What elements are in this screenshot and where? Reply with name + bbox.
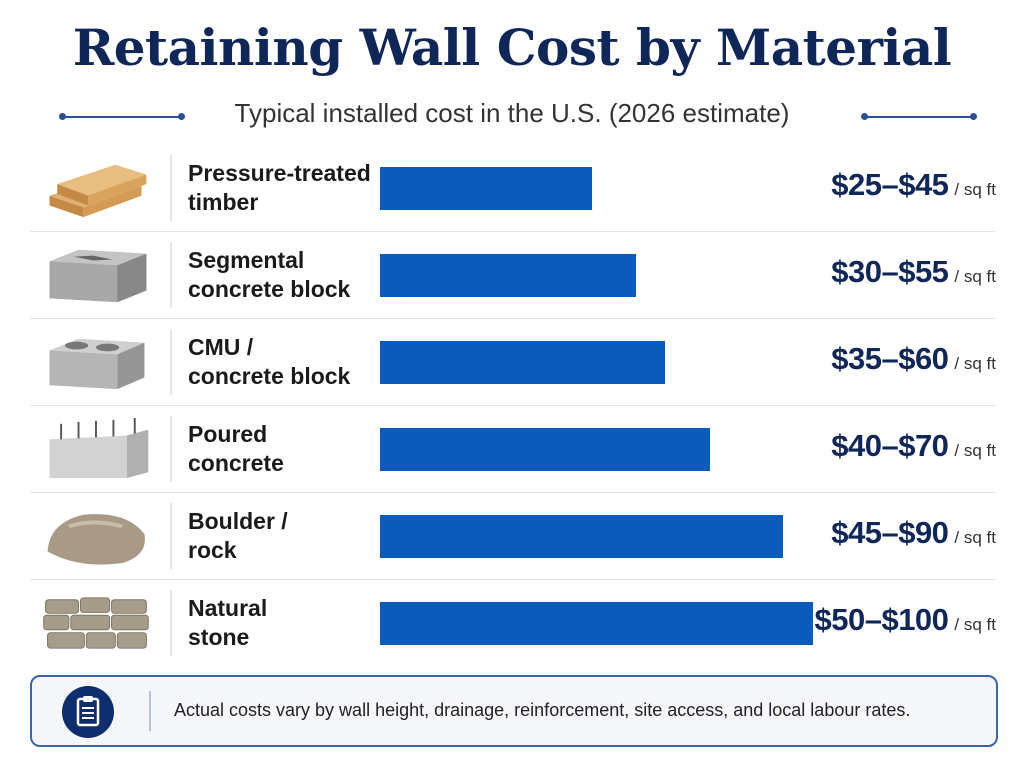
- category-label-line: Poured: [188, 421, 268, 447]
- cost-range: $30–$55: [831, 254, 949, 289]
- category-label-line: Natural: [188, 595, 268, 621]
- category-label: Natural stone: [188, 594, 388, 652]
- unit-label: / sq ft: [954, 180, 996, 199]
- category-label-line: concrete block: [188, 276, 351, 302]
- chart-title: Retaining Wall Cost by Material: [72, 18, 952, 77]
- value-label: $30–$55 / sq ft: [831, 254, 996, 290]
- row-divider: [170, 329, 172, 395]
- cost-range: $35–$60: [831, 341, 949, 376]
- cost-range: $40–$70: [831, 428, 949, 463]
- note-divider: [149, 691, 151, 731]
- unit-label: / sq ft: [954, 441, 996, 460]
- value-label: $40–$70 / sq ft: [831, 428, 996, 464]
- poured-concrete-icon: [49, 418, 149, 479]
- category-label: Segmental concrete block: [188, 246, 388, 304]
- category-label-line: rock: [188, 537, 237, 563]
- cost-bar: [380, 167, 592, 210]
- row-divider: [170, 416, 172, 482]
- cost-bar: [380, 341, 666, 384]
- category-label-line: Pressure-treated: [188, 160, 371, 186]
- category-label-line: concrete: [188, 450, 284, 476]
- bar-row: Pressure-treated timber $25–$45 / sq ft: [30, 145, 996, 232]
- category-label: Pressure-treated timber: [188, 159, 388, 217]
- cost-bar: [380, 602, 813, 645]
- bar-row: Boulder / rock $45–$90 / sq ft: [30, 493, 996, 580]
- cost-range: $25–$45: [831, 167, 949, 202]
- clipboard-icon: [62, 686, 114, 738]
- row-divider: [170, 503, 172, 569]
- bar-row: CMU / concrete block $35–$60 / sq ft: [30, 319, 996, 406]
- row-divider: [170, 155, 172, 221]
- subtitle-row: Typical installed cost in the U.S. (2026…: [0, 98, 1024, 138]
- right-divider-ornament: [861, 113, 977, 120]
- category-label-line: concrete block: [188, 363, 351, 389]
- category-label: Boulder / rock: [188, 507, 388, 565]
- value-label: $50–$100 / sq ft: [814, 602, 996, 638]
- cost-bar: [380, 254, 636, 297]
- unit-label: / sq ft: [954, 528, 996, 547]
- left-divider-ornament: [59, 113, 185, 120]
- segmental-block-icon: [49, 249, 147, 303]
- unit-label: / sq ft: [954, 354, 996, 373]
- unit-label: / sq ft: [954, 267, 996, 286]
- category-label-line: Segmental: [188, 247, 305, 273]
- footnote-text: Actual costs vary by wall height, draina…: [174, 700, 911, 720]
- value-label: $25–$45 / sq ft: [831, 167, 996, 203]
- cmu-block-icon: [49, 338, 145, 390]
- natural-stone-icon: [43, 597, 149, 649]
- cost-bar: [380, 515, 784, 558]
- category-label-line: Boulder /: [188, 508, 288, 534]
- footnote-box: Actual costs vary by wall height, draina…: [30, 675, 998, 747]
- value-label: $45–$90 / sq ft: [831, 515, 996, 551]
- cost-range: $50–$100: [814, 602, 949, 637]
- chart-subtitle: Typical installed cost in the U.S. (2026…: [234, 98, 790, 128]
- value-label: $35–$60 / sq ft: [831, 341, 996, 377]
- category-label: Poured concrete: [188, 420, 388, 478]
- category-label-line: stone: [188, 624, 250, 650]
- bar-row: Poured concrete $40–$70 / sq ft: [30, 406, 996, 493]
- cost-bar: [380, 428, 710, 471]
- cost-range: $45–$90: [831, 515, 949, 550]
- boulder-icon: [47, 514, 145, 565]
- row-divider: [170, 242, 172, 308]
- unit-label: / sq ft: [954, 615, 996, 634]
- timber-icon: [49, 164, 147, 218]
- row-divider: [170, 590, 172, 656]
- category-label-line: timber: [188, 189, 259, 215]
- bar-row: Segmental concrete block $30–$55 / sq ft: [30, 232, 996, 319]
- category-label-line: CMU /: [188, 334, 254, 360]
- bar-row: Natural stone $50–$100 / sq ft: [30, 580, 996, 666]
- category-label: CMU / concrete block: [188, 333, 388, 391]
